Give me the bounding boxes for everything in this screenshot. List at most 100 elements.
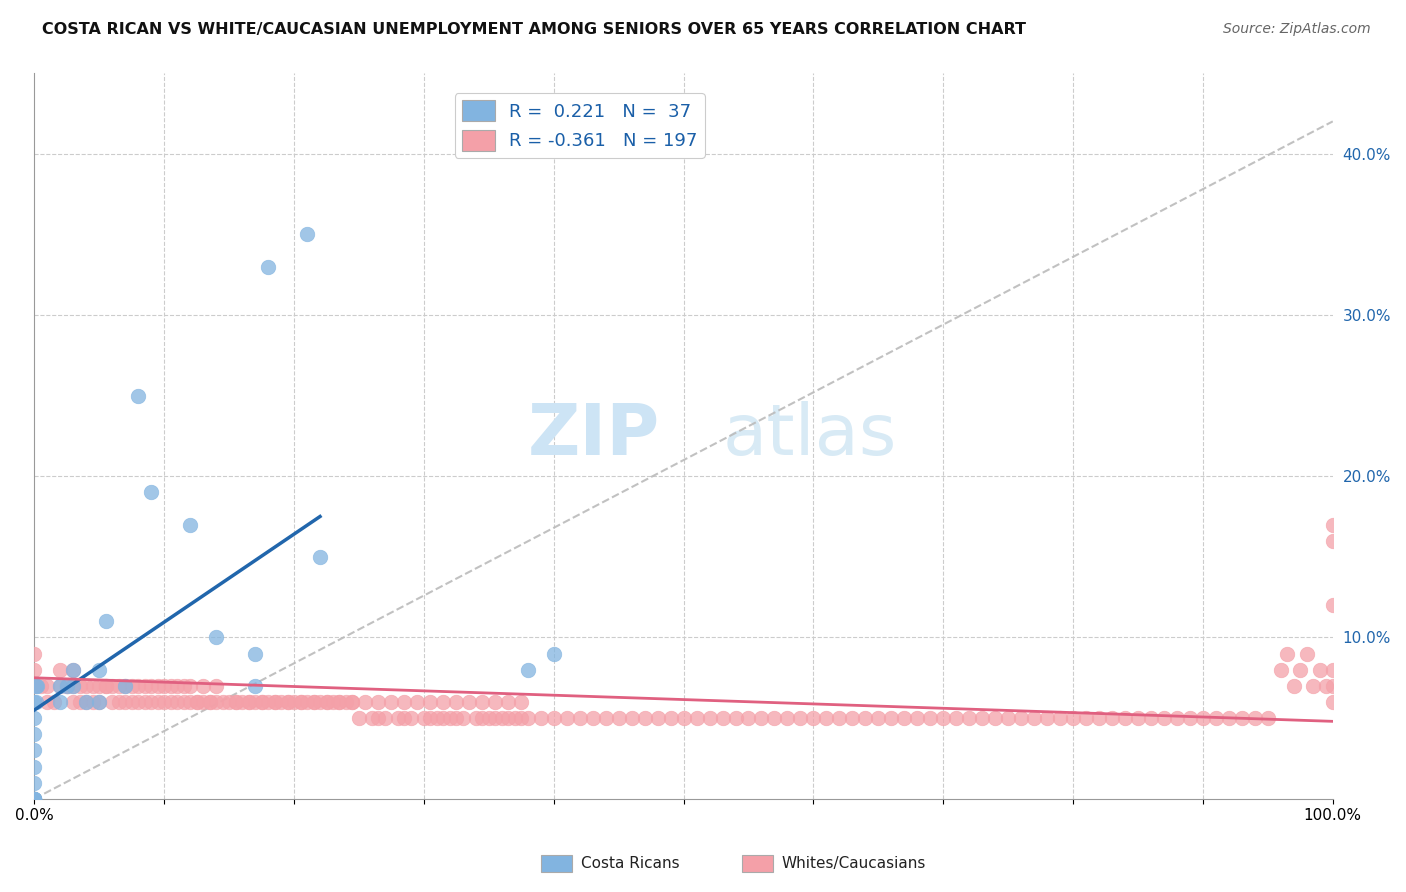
Point xyxy=(270,695,292,709)
Point xyxy=(451,711,474,725)
Point xyxy=(159,695,181,709)
Point xyxy=(1322,695,1344,709)
Point xyxy=(380,695,402,709)
Point xyxy=(1270,663,1292,677)
Point xyxy=(186,695,208,709)
Point xyxy=(510,711,533,725)
Point xyxy=(789,711,811,725)
Point xyxy=(89,679,111,693)
Point xyxy=(127,695,149,709)
Point xyxy=(211,695,233,709)
Point xyxy=(141,679,163,693)
Point xyxy=(406,695,429,709)
Point xyxy=(225,695,247,709)
Point xyxy=(471,695,494,709)
Point xyxy=(620,711,643,725)
Point xyxy=(173,679,195,693)
Point xyxy=(1153,711,1175,725)
Point xyxy=(328,695,350,709)
Point xyxy=(997,711,1019,725)
Point xyxy=(56,679,79,693)
Point xyxy=(121,695,143,709)
Point xyxy=(984,711,1007,725)
Point xyxy=(446,695,468,709)
Point xyxy=(49,695,72,709)
Point xyxy=(49,679,72,693)
Point xyxy=(972,711,994,725)
Point xyxy=(89,695,111,709)
Point xyxy=(1074,711,1097,725)
Point xyxy=(69,695,91,709)
Point xyxy=(243,679,266,693)
Point xyxy=(672,711,695,725)
Legend: R =  0.221   N =  37, R = -0.361   N = 197: R = 0.221 N = 37, R = -0.361 N = 197 xyxy=(454,93,704,158)
Point xyxy=(1166,711,1188,725)
Point xyxy=(134,695,156,709)
Point xyxy=(114,679,136,693)
Point xyxy=(75,695,97,709)
Point xyxy=(22,791,45,805)
Point xyxy=(22,647,45,661)
Point xyxy=(101,679,124,693)
Point xyxy=(193,695,215,709)
Point xyxy=(868,711,890,725)
Point xyxy=(1126,711,1149,725)
Point xyxy=(56,679,79,693)
Point xyxy=(302,695,325,709)
Point xyxy=(394,695,416,709)
Point xyxy=(127,388,149,402)
Point xyxy=(367,695,389,709)
Point xyxy=(1277,647,1299,661)
Point xyxy=(516,663,538,677)
Point xyxy=(491,711,513,725)
Point xyxy=(69,679,91,693)
Point xyxy=(22,679,45,693)
Point xyxy=(841,711,863,725)
Point xyxy=(342,695,364,709)
Point xyxy=(893,711,915,725)
Point xyxy=(315,695,337,709)
Point xyxy=(484,695,506,709)
Point xyxy=(1322,663,1344,677)
Point xyxy=(218,695,240,709)
Point xyxy=(1322,598,1344,612)
Point xyxy=(711,711,734,725)
Point xyxy=(257,260,280,274)
Point xyxy=(464,711,486,725)
Point xyxy=(22,791,45,805)
Point xyxy=(1315,679,1337,693)
Point xyxy=(335,695,357,709)
Point xyxy=(432,695,454,709)
Point xyxy=(1295,647,1317,661)
Point xyxy=(159,679,181,693)
Point xyxy=(328,695,350,709)
Point xyxy=(302,695,325,709)
Point xyxy=(387,711,409,725)
Point xyxy=(322,695,344,709)
Point xyxy=(101,695,124,709)
Point xyxy=(853,711,876,725)
Point xyxy=(238,695,260,709)
Point xyxy=(510,695,533,709)
Point xyxy=(478,711,501,725)
Point xyxy=(446,711,468,725)
Point xyxy=(179,517,201,532)
Point xyxy=(724,711,747,725)
Point xyxy=(751,711,773,725)
Point xyxy=(1049,711,1071,725)
Point xyxy=(354,695,377,709)
Point xyxy=(49,679,72,693)
Point xyxy=(250,695,273,709)
Point xyxy=(1322,679,1344,693)
Point xyxy=(568,711,591,725)
Point xyxy=(186,695,208,709)
Text: ZIP: ZIP xyxy=(527,401,659,470)
Point xyxy=(1257,711,1279,725)
Point xyxy=(141,695,163,709)
Point xyxy=(205,695,228,709)
Point xyxy=(776,711,799,725)
Point xyxy=(75,695,97,709)
Point xyxy=(22,711,45,725)
Point xyxy=(89,663,111,677)
Point xyxy=(290,695,312,709)
